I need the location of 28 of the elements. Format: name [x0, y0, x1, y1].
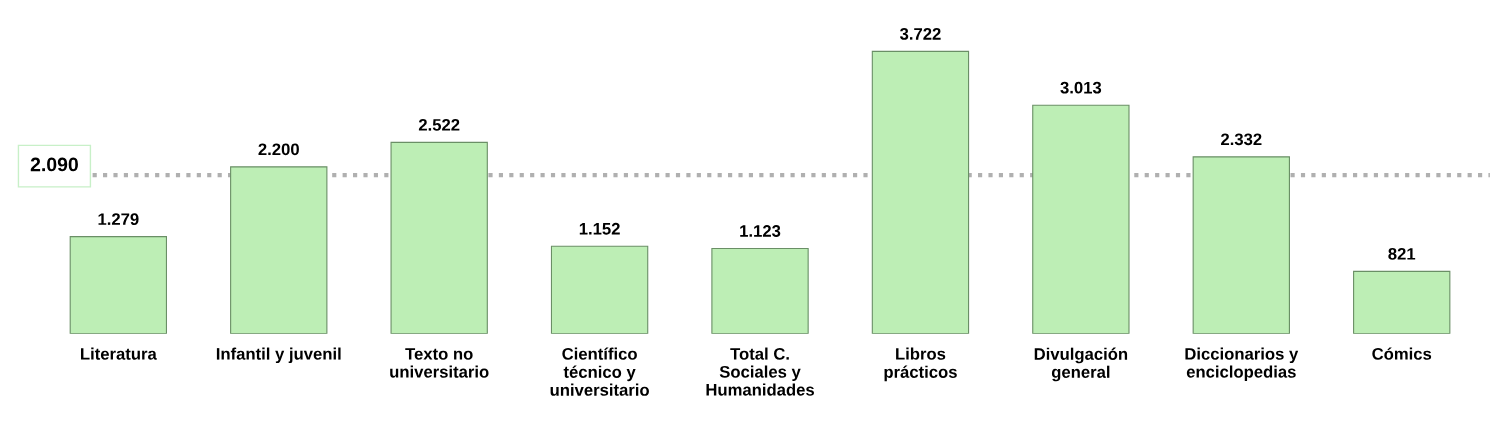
x-tick-label: Texto no universitario — [390, 348, 489, 378]
x-tick-label: Científico técnico y universitario — [550, 347, 649, 396]
data-label: 2.522 — [418, 118, 460, 131]
ref-line-label: 2.090 — [30, 157, 78, 172]
data-label: 3.013 — [1060, 81, 1102, 94]
x-tick-label: Divulgación general — [1034, 347, 1128, 382]
bar — [1192, 156, 1290, 334]
x-tick-label: Diccionarios y enciclopedias — [1185, 347, 1299, 382]
bar — [871, 50, 970, 334]
data-label: 3.722 — [899, 28, 941, 40]
data-label: 1.123 — [740, 225, 781, 237]
data-label: 2.200 — [258, 143, 299, 156]
bar — [390, 141, 488, 334]
data-label: 1.279 — [98, 213, 139, 226]
data-label: 2.332 — [1221, 133, 1262, 146]
bar — [230, 166, 328, 334]
data-label: 1.152 — [579, 222, 620, 235]
x-tick-label: Cómics — [1372, 347, 1432, 360]
bar — [69, 236, 168, 334]
bar — [1032, 104, 1130, 334]
x-tick-label: Libros prácticos — [884, 347, 957, 382]
bar — [1353, 270, 1451, 334]
data-label: 821 — [1388, 247, 1416, 260]
bar — [711, 247, 809, 334]
x-tick-label: Infantil y juvenil — [216, 347, 341, 364]
x-tick-label: Total C. Sociales y Humanidades — [706, 347, 814, 396]
bar — [550, 245, 649, 334]
x-tick-label: Literatura — [81, 347, 157, 360]
